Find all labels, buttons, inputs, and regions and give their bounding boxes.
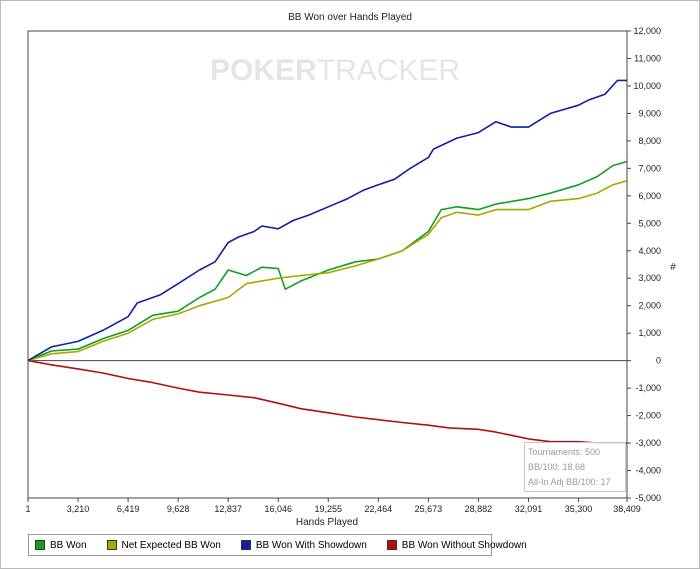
- x-tick-label: 16,046: [264, 504, 292, 514]
- chart-title: BB Won over Hands Played: [288, 12, 412, 23]
- x-tick-label: 28,882: [465, 504, 493, 514]
- tournaments-text: Tournaments: 500: [528, 447, 601, 457]
- x-tick-label: 25,673: [415, 504, 443, 514]
- x-tick-label: 1: [25, 504, 30, 514]
- x-tick-label: 9,628: [167, 504, 190, 514]
- y-tick-label: -5,000: [635, 493, 661, 503]
- y-tick-label: 9,000: [638, 108, 661, 118]
- y-tick-label: -1,000: [635, 383, 661, 393]
- x-tick-label: 3,210: [67, 504, 90, 514]
- series-line-net-expected-bb-won: [27, 179, 628, 362]
- legend-label: Net Expected BB Won: [121, 539, 221, 551]
- x-tick-label: 38,409: [613, 504, 641, 514]
- legend-label: BB Won: [50, 539, 87, 551]
- legend: BB Won Net Expected BB Won BB Won With S…: [28, 534, 527, 556]
- y-tick-label: 5,000: [638, 218, 661, 228]
- legend-item-net-expected[interactable]: Net Expected BB Won: [106, 539, 221, 551]
- x-tick-label: 19,255: [315, 504, 343, 514]
- y-tick-label: 7,000: [638, 163, 661, 173]
- bb-per-100-text: BB/100: 18.68: [528, 462, 586, 472]
- series-line-bb-won-without-showdown: [27, 359, 627, 444]
- x-tick-label: 32,091: [515, 504, 543, 514]
- y-tick-label: 12,000: [633, 26, 661, 36]
- series-line-bb-won: [27, 160, 628, 362]
- legend-swatch: [106, 540, 117, 550]
- x-tick-label: 22,464: [365, 504, 393, 514]
- x-tick-label: 12,837: [214, 504, 242, 514]
- y-tick-label: 0: [656, 356, 661, 366]
- watermark-part1: POKER: [210, 54, 317, 87]
- legend-swatch: [240, 540, 251, 550]
- x-tick-label: 35,300: [565, 504, 593, 514]
- y-tick-label: 1,000: [638, 328, 661, 338]
- stats-annotation-box: Tournaments: 500 BB/100: 18.68 All-In Ad…: [524, 442, 626, 492]
- plot-area: [27, 30, 628, 499]
- allin-adj-text: All-In Adj BB/100: 17: [528, 477, 611, 487]
- y-tick-label: -2,000: [635, 411, 661, 421]
- legend-item-with-showdown[interactable]: BB Won With Showdown: [240, 539, 367, 551]
- svg-text:POKERTRACKER: POKERTRACKER: [210, 54, 460, 87]
- legend-label: BB Won With Showdown: [255, 539, 367, 551]
- legend-item-without-showdown[interactable]: BB Won Without Showdown: [386, 539, 527, 551]
- x-axis-label: Hands Played: [296, 517, 358, 528]
- watermark-part2: TRACKER: [317, 54, 460, 87]
- y-tick-label: 2,000: [638, 301, 661, 311]
- y-axis-label: #: [670, 262, 676, 273]
- y-tick-label: -4,000: [635, 466, 661, 476]
- y-tick-label: 6,000: [638, 191, 661, 201]
- y-tick-label: 8,000: [638, 136, 661, 146]
- legend-label: BB Won Without Showdown: [401, 539, 527, 551]
- legend-swatch: [386, 540, 397, 550]
- y-tick-label: 3,000: [638, 273, 661, 283]
- y-tick-label: -3,000: [635, 438, 661, 448]
- legend-swatch: [35, 540, 45, 550]
- x-tick-label: 6,419: [117, 504, 140, 514]
- watermark: POKERTRACKER: [210, 54, 460, 87]
- y-tick-label: 10,000: [633, 81, 661, 91]
- y-tick-label: 4,000: [638, 246, 661, 256]
- y-tick-label: 11,000: [634, 53, 661, 63]
- series-line-bb-won-with-showdown: [27, 79, 627, 362]
- legend-item-bb-won[interactable]: BB Won: [35, 540, 87, 551]
